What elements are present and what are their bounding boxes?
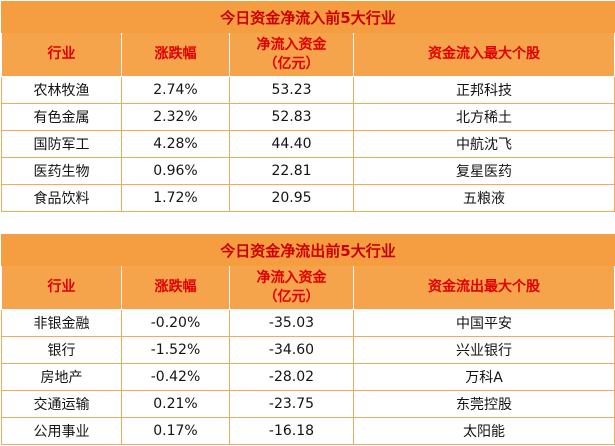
cell-industry: 有色金属: [1, 103, 122, 131]
cell-net: -28.02: [229, 363, 354, 391]
cell-stock: 北方稀土: [352, 103, 615, 131]
cell-stock: 兴业银行: [352, 336, 615, 364]
cell-net: 53.23: [229, 76, 354, 104]
cell-net: -35.03: [229, 309, 354, 337]
cell-net: 22.81: [229, 157, 354, 185]
inflow-header-row: 行业 涨跌幅 净流入资金 （亿元） 资金流入最大个股: [1, 32, 615, 77]
outflow-table: 今日资金净流出前5大行业 行业 涨跌幅 净流入资金 （亿元） 资金流出最大个股 …: [0, 234, 615, 445]
header-net-inflow: 净流入资金 （亿元）: [229, 265, 354, 310]
cell-industry: 交通运输: [1, 390, 122, 418]
cell-industry: 食品饮料: [1, 184, 122, 212]
header-net-inflow: 净流入资金 （亿元）: [229, 32, 354, 77]
cell-change: 2.74%: [121, 76, 230, 104]
cell-stock: 五粮液: [352, 184, 615, 212]
cell-change: -0.20%: [121, 309, 230, 337]
table-row: 交通运输 0.21% -23.75 东莞控股: [1, 390, 615, 418]
cell-industry: 医药生物: [1, 157, 122, 185]
header-net-line1: 净流入资金: [256, 36, 327, 53]
cell-change: 4.28%: [121, 130, 230, 158]
table-row: 有色金属 2.32% 52.83 北方稀土: [1, 103, 615, 131]
cell-industry: 农林牧渔: [1, 76, 122, 104]
cell-change: -0.42%: [121, 363, 230, 391]
header-top-inflow-stock: 资金流入最大个股: [352, 32, 615, 77]
table-divider: [1, 212, 614, 234]
inflow-table-title: 今日资金净流入前5大行业: [0, 1, 615, 33]
inflow-table: 今日资金净流入前5大行业 行业 涨跌幅 净流入资金 （亿元） 资金流入最大个股 …: [0, 1, 615, 212]
inflow-title-row: 今日资金净流入前5大行业: [0, 1, 615, 33]
cell-change: 1.72%: [121, 184, 230, 212]
table-row: 非银金融 -0.20% -35.03 中国平安: [1, 309, 615, 337]
cell-change: 0.21%: [121, 390, 230, 418]
cell-industry: 非银金融: [1, 309, 122, 337]
table-row: 食品饮料 1.72% 20.95 五粮液: [1, 184, 615, 212]
cell-stock: 中国平安: [352, 309, 615, 337]
cell-industry: 公用事业: [1, 417, 122, 445]
table-row: 公用事业 0.17% -16.18 太阳能: [1, 417, 615, 445]
outflow-title-row: 今日资金净流出前5大行业: [0, 234, 615, 266]
cell-stock: 太阳能: [352, 417, 615, 445]
header-top-outflow-stock: 资金流出最大个股: [352, 265, 615, 310]
cell-change: 0.17%: [121, 417, 230, 445]
outflow-header-row: 行业 涨跌幅 净流入资金 （亿元） 资金流出最大个股: [1, 265, 615, 310]
cell-change: 2.32%: [121, 103, 230, 131]
header-net-line1: 净流入资金: [256, 269, 327, 286]
cell-net: -23.75: [229, 390, 354, 418]
cell-stock: 正邦科技: [352, 76, 615, 104]
cell-net: -16.18: [229, 417, 354, 445]
table-row: 房地产 -0.42% -28.02 万科A: [1, 363, 615, 391]
header-industry: 行业: [1, 265, 122, 310]
cell-change: -1.52%: [121, 336, 230, 364]
cell-net: 44.40: [229, 130, 354, 158]
cell-net: -34.60: [229, 336, 354, 364]
table-row: 国防军工 4.28% 44.40 中航沈飞: [1, 130, 615, 158]
header-industry: 行业: [1, 32, 122, 77]
cell-stock: 复星医药: [352, 157, 615, 185]
cell-industry: 房地产: [1, 363, 122, 391]
cell-change: 0.96%: [121, 157, 230, 185]
table-row: 农林牧渔 2.74% 53.23 正邦科技: [1, 76, 615, 104]
table-row: 医药生物 0.96% 22.81 复星医药: [1, 157, 615, 185]
table-row: 银行 -1.52% -34.60 兴业银行: [1, 336, 615, 364]
header-change: 涨跌幅: [121, 32, 230, 77]
header-net-line2: （亿元）: [263, 55, 320, 72]
cell-industry: 国防军工: [1, 130, 122, 158]
cell-stock: 中航沈飞: [352, 130, 615, 158]
cell-stock: 东莞控股: [352, 390, 615, 418]
cell-net: 20.95: [229, 184, 354, 212]
header-net-line2: （亿元）: [263, 288, 320, 305]
cell-industry: 银行: [1, 336, 122, 364]
cell-stock: 万科A: [352, 363, 615, 391]
cell-net: 52.83: [229, 103, 354, 131]
header-change: 涨跌幅: [121, 265, 230, 310]
outflow-table-title: 今日资金净流出前5大行业: [0, 234, 615, 266]
